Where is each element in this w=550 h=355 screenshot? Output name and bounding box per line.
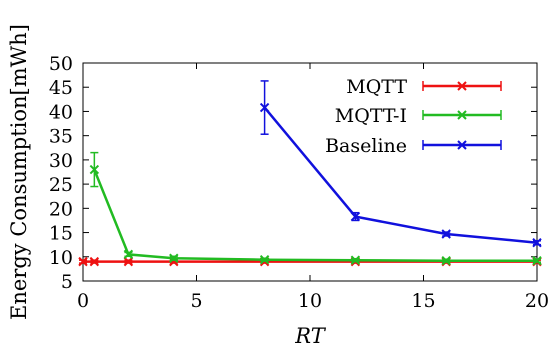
y-tick-label: 50 (49, 53, 73, 75)
y-tick-label: 30 (49, 150, 73, 172)
marker-stroke (259, 254, 270, 265)
series-layer (78, 80, 542, 267)
series-mqtt-i (89, 151, 542, 266)
plot-frame (82, 62, 538, 282)
x-tick-label: 10 (298, 290, 322, 312)
data-point (441, 255, 451, 266)
legend-label: MQTT-I (335, 105, 407, 127)
legend-item: MQTT (346, 76, 502, 98)
series-line (93, 169, 537, 262)
y-tick-label: 10 (49, 247, 73, 269)
marker-stroke (169, 253, 179, 263)
marker-stroke (441, 255, 451, 266)
marker-stroke (532, 255, 542, 266)
marker-stroke (441, 229, 451, 239)
legend: MQTT MQTT-I Baseline (325, 76, 502, 157)
y-tick-label: 15 (49, 223, 73, 245)
marker-stroke (350, 255, 361, 265)
data-point (89, 256, 100, 267)
y-tick-label: 35 (49, 126, 73, 148)
data-point (532, 238, 542, 248)
y-tick-label: 40 (49, 101, 73, 123)
y-tick-label: 5 (61, 271, 73, 293)
data-point (350, 255, 361, 265)
legend-marker (457, 110, 467, 120)
legend-label: Baseline (325, 135, 407, 157)
marker-stroke (259, 102, 270, 113)
x-tick-label: 15 (411, 290, 435, 312)
data-point (350, 211, 361, 222)
series-line (263, 106, 538, 244)
data-point (441, 229, 451, 239)
data-point (78, 256, 88, 267)
marker-stroke (78, 256, 88, 267)
data-point (89, 164, 100, 175)
marker-stroke (89, 164, 100, 175)
data-point (532, 255, 542, 266)
y-tick-label: 45 (49, 77, 73, 99)
legend-marker (457, 81, 467, 91)
y-tick-label: 20 (49, 198, 73, 220)
marker-stroke (89, 256, 100, 267)
y-axis-label: Energy Consumption[mWh] (7, 24, 31, 320)
data-point (169, 253, 179, 263)
marker-stroke (123, 249, 134, 260)
marker-stroke (532, 238, 542, 248)
marker-stroke (457, 110, 467, 120)
series-baseline (259, 80, 542, 248)
x-tick-label: 5 (190, 290, 202, 312)
legend-marker (457, 140, 467, 150)
data-point (123, 256, 134, 267)
data-point (123, 249, 134, 260)
marker-stroke (350, 211, 361, 222)
legend-label: MQTT (346, 76, 407, 98)
y-tick-label: 25 (49, 174, 73, 196)
legend-item: MQTT-I (335, 105, 502, 127)
x-tick-label: 0 (77, 290, 89, 312)
data-point (259, 254, 270, 265)
x-tick-label: 20 (525, 290, 549, 312)
marker-stroke (457, 81, 467, 91)
x-axis-label: RT (294, 324, 326, 348)
legend-item: Baseline (325, 135, 502, 157)
data-point (259, 102, 270, 113)
marker-stroke (123, 256, 134, 267)
marker-stroke (457, 140, 467, 150)
